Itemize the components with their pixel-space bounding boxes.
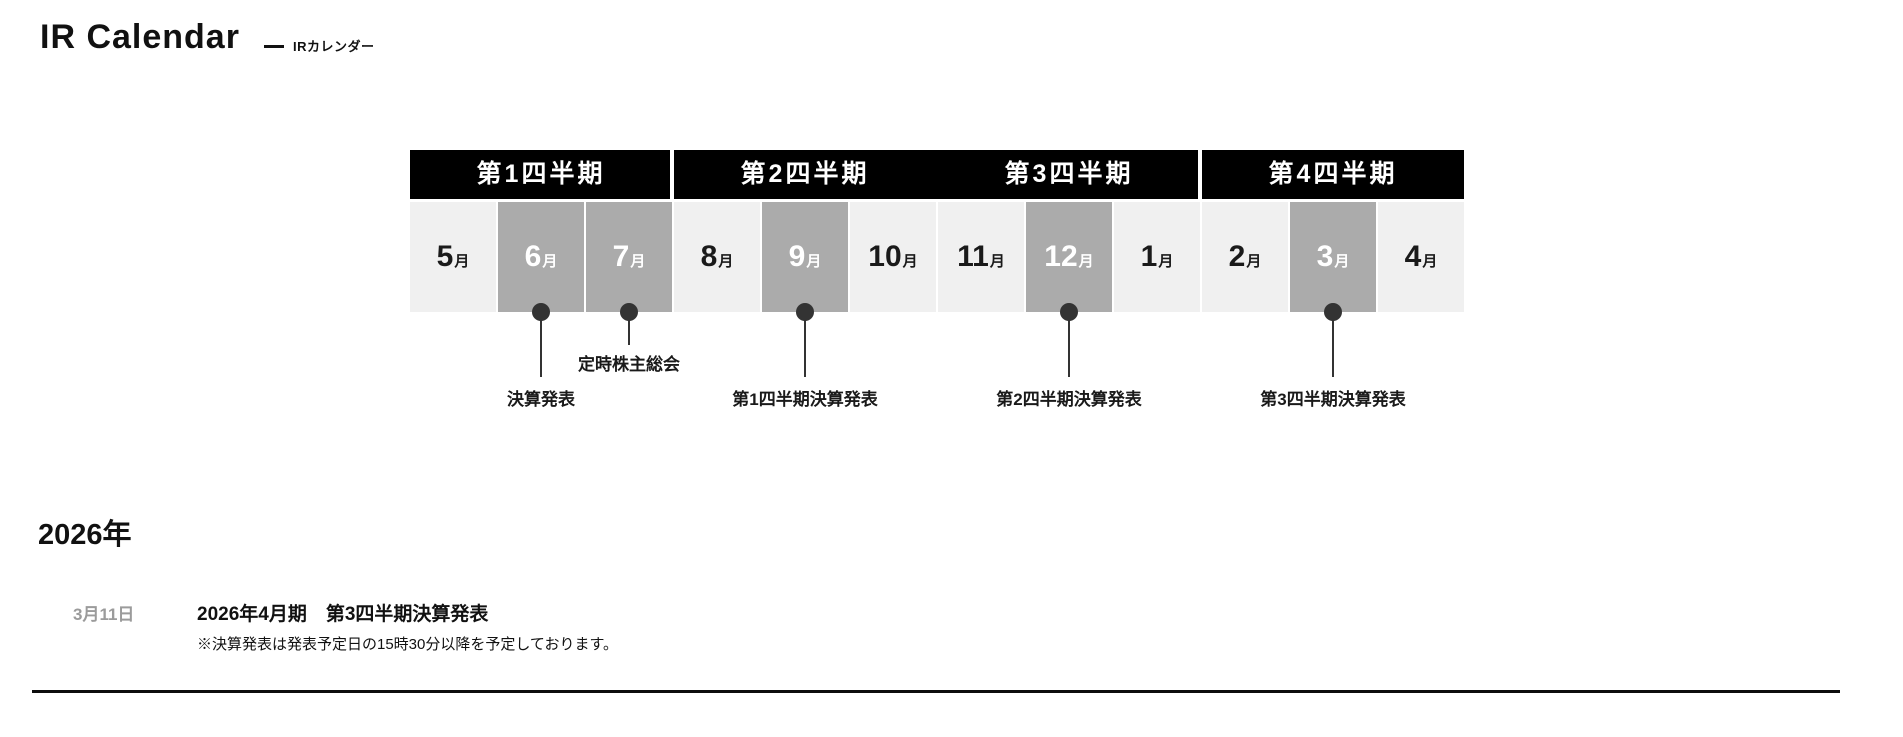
month-suffix: 月: [718, 253, 734, 270]
month-number: 4: [1404, 240, 1422, 273]
month-suffix: 月: [1334, 253, 1350, 270]
month-number: 5: [436, 240, 454, 273]
month-number: 10: [868, 240, 902, 273]
month-cell-12: 12 月: [1026, 202, 1112, 321]
event-marker-dot: [1060, 303, 1078, 321]
event-marker-dot: [532, 303, 550, 321]
event-label-q2-kessan-happyo: 第2四半期決算発表: [996, 390, 1142, 409]
quarter-header-band: 第1四半期 第2四半期 第3四半期 第4四半期: [410, 150, 1464, 199]
event-marker-dot: [620, 303, 638, 321]
callout-stem: [1332, 312, 1334, 377]
month-suffix: 月: [1246, 253, 1262, 270]
event-label-kessan-happyo: 決算発表: [507, 390, 575, 409]
month-suffix: 月: [542, 253, 558, 270]
quarter-label-q4: 第4四半期: [1268, 160, 1398, 188]
callout-stem: [540, 312, 542, 377]
month-number: 12: [1044, 240, 1078, 273]
month-suffix: 月: [1078, 253, 1094, 270]
month-number: 7: [612, 240, 630, 273]
event-callouts: 決算発表 定時株主総会 第1四半期決算発表 第2四半期決算発表 第3四半期決算発…: [410, 312, 1464, 427]
event-label-q1-kessan-happyo: 第1四半期決算発表: [732, 390, 878, 409]
month-number: 11: [957, 240, 989, 273]
month-number: 2: [1228, 240, 1246, 273]
quarter-label-q2: 第2四半期: [740, 160, 870, 188]
quarter-label-q1: 第1四半期: [476, 160, 606, 188]
page-header: IR Calendar IRカレンダー: [40, 20, 374, 55]
month-cell-10: 10 月: [850, 202, 936, 312]
month-number: 8: [700, 240, 718, 273]
event-label-teiji-kabunushi: 定時株主総会: [578, 355, 680, 374]
quarter-divider: [670, 150, 674, 199]
month-suffix: 月: [454, 253, 470, 270]
entry-body: 2026年4月期 第3四半期決算発表 ※決算発表は発表予定日の15時30分以降を…: [197, 603, 618, 654]
month-cell-11: 11 月: [938, 202, 1024, 312]
month-suffix: 月: [902, 253, 918, 270]
month-suffix: 月: [806, 253, 822, 270]
page-subtitle-group: IRカレンダー: [263, 36, 375, 55]
month-suffix: 月: [630, 253, 646, 270]
quarter-divider: [1198, 150, 1202, 199]
month-number: 6: [524, 240, 542, 273]
month-number: 3: [1316, 240, 1334, 273]
callout-stem: [628, 312, 630, 345]
entry-date: 3月11日: [73, 605, 135, 624]
entry-note: ※決算発表は発表予定日の15時30分以降を予定しております。: [197, 635, 618, 653]
month-suffix: 月: [1422, 253, 1438, 270]
callout-stem: [804, 312, 806, 377]
month-suffix: 月: [1158, 253, 1174, 270]
subtitle-dash-decoration: [263, 45, 284, 48]
quarter-label-q3: 第3四半期: [1004, 160, 1134, 188]
bottom-divider: [32, 690, 1840, 693]
schedule-entry: 3月11日 2026年4月期 第3四半期決算発表 ※決算発表は発表予定日の15時…: [73, 603, 618, 654]
event-marker-dot: [796, 303, 814, 321]
event-marker-dot: [1324, 303, 1342, 321]
month-suffix: 月: [989, 253, 1005, 270]
page-title: IR Calendar: [40, 18, 240, 56]
page-subtitle: IRカレンダー: [292, 39, 375, 54]
entry-title: 2026年4月期 第3四半期決算発表: [197, 604, 489, 625]
callout-stem: [1068, 312, 1070, 377]
month-number: 1: [1140, 240, 1158, 273]
month-number: 9: [788, 240, 806, 273]
event-label-q3-kessan-happyo: 第3四半期決算発表: [1260, 390, 1406, 409]
year-heading: 2026年: [38, 519, 132, 551]
